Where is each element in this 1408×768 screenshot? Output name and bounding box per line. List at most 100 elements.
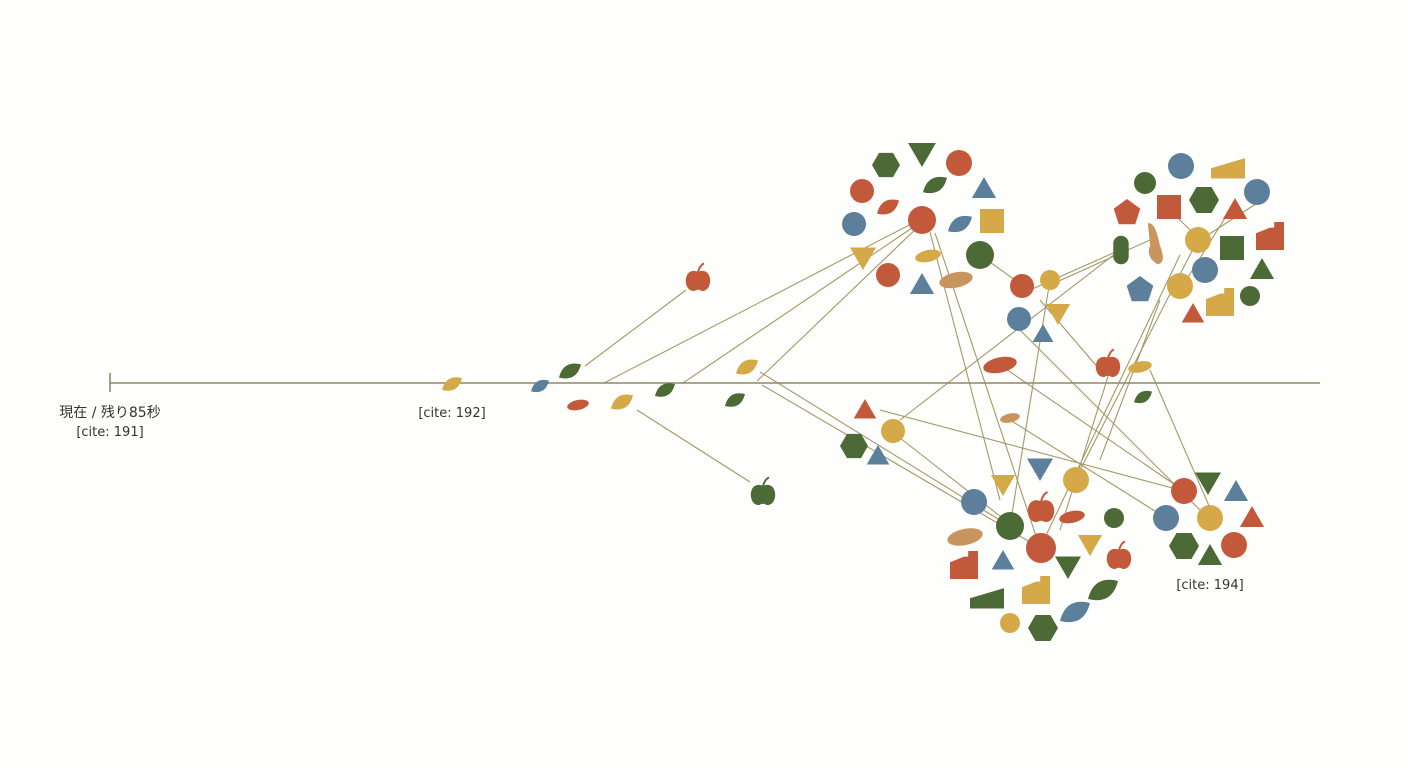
leaf-icon	[725, 393, 745, 407]
triangle-icon	[1197, 544, 1223, 565]
ellipse-icon	[1000, 413, 1020, 423]
circle-icon	[961, 489, 987, 515]
leaf-icon	[559, 363, 581, 379]
pentagon-icon	[1113, 199, 1141, 225]
factory-icon	[1022, 576, 1050, 604]
apple-stem-icon	[762, 476, 770, 487]
circle-icon	[1185, 227, 1211, 253]
connection-line	[1009, 419, 1167, 519]
pentagon-icon	[1126, 276, 1154, 302]
triangle-icon	[1032, 324, 1054, 342]
triangle-icon	[1239, 506, 1265, 527]
connection-line	[1099, 299, 1161, 461]
ellipse-icon	[915, 249, 941, 263]
leaf-icon	[442, 377, 462, 391]
leaf-icon	[877, 199, 899, 215]
leaf-icon	[531, 379, 549, 393]
apple-stem-icon	[1118, 540, 1126, 551]
leaf-icon	[923, 176, 947, 194]
circle-icon	[1026, 533, 1056, 563]
square-icon	[1220, 236, 1244, 260]
triangle-down-icon	[850, 247, 876, 270]
leaf-icon	[611, 394, 633, 410]
connection-line	[1199, 199, 1263, 241]
timeline-start-label: 現在 / 残り85秒	[59, 405, 161, 421]
triangle-icon	[909, 273, 935, 294]
connection-line	[682, 227, 913, 384]
connection-line	[929, 231, 1001, 501]
circle-icon	[1104, 508, 1124, 528]
factory-icon	[1206, 288, 1234, 316]
leaf-icon	[1134, 390, 1152, 404]
icon-shapes	[442, 143, 1284, 641]
hexagon-icon	[1028, 615, 1058, 641]
connection-line	[1009, 279, 1051, 527]
leaf-icon	[655, 383, 675, 397]
circle-icon	[1063, 467, 1089, 493]
hexagon-icon	[840, 433, 868, 459]
triangle-icon	[1222, 198, 1248, 219]
ellipse-icon	[1128, 361, 1152, 373]
ellipse-icon	[1059, 510, 1085, 524]
start-citation: [cite: 191]	[76, 425, 144, 440]
connection-line	[1039, 299, 1101, 371]
connection-line	[756, 224, 921, 382]
circle-icon	[1221, 532, 1247, 558]
triangle-icon	[853, 399, 877, 419]
mid-citation: [cite: 192]	[418, 406, 486, 421]
ellipse-icon	[947, 528, 983, 546]
circle-icon	[946, 150, 972, 176]
circle-icon	[1153, 505, 1179, 531]
connection-line	[603, 221, 916, 384]
circle-icon	[1010, 274, 1034, 298]
connection-line	[761, 384, 1036, 546]
circle-icon	[1007, 307, 1031, 331]
circle-icon	[842, 212, 866, 236]
triangle-down-icon	[990, 475, 1016, 496]
circle-icon	[1167, 273, 1193, 299]
leaf-icon	[1088, 579, 1118, 601]
leaf-icon	[948, 215, 972, 233]
circle-icon	[876, 263, 900, 287]
apple-icon	[750, 484, 776, 506]
triangle-down-icon	[1027, 458, 1053, 481]
circle-icon	[1240, 286, 1260, 306]
apple-icon	[1095, 356, 1121, 378]
blob-icon	[1147, 223, 1163, 265]
triangle-down-icon	[1045, 304, 1071, 325]
wedge-icon	[970, 588, 1004, 609]
triangle-down-icon	[1195, 472, 1221, 495]
connection-line	[1049, 239, 1151, 286]
circle-icon	[1244, 179, 1270, 205]
triangle-down-icon	[1055, 556, 1081, 579]
ellipse-icon	[567, 399, 589, 411]
apple-stem-icon	[1040, 491, 1048, 502]
connection-line	[584, 289, 687, 367]
leaf-icon	[736, 359, 758, 375]
connection-line	[899, 437, 1006, 521]
triangle-icon	[991, 550, 1015, 570]
connection-line	[1149, 369, 1214, 516]
leaf-icon	[1060, 601, 1090, 623]
apple-stem-icon	[1107, 348, 1115, 359]
circle-icon	[881, 419, 905, 443]
hexagon-icon	[1189, 187, 1219, 213]
cluster-citation: [cite: 194]	[1176, 578, 1244, 593]
circle-icon	[850, 179, 874, 203]
square-icon	[980, 209, 1004, 233]
circle-icon	[1134, 172, 1156, 194]
circle-icon	[996, 512, 1024, 540]
apple-stem-icon	[697, 262, 705, 273]
connection-line	[999, 364, 1185, 492]
hexagon-icon	[872, 152, 900, 178]
triangle-icon	[1223, 480, 1249, 501]
triangle-icon	[1181, 303, 1205, 323]
hexagon-icon	[1169, 533, 1199, 559]
triangle-down-icon	[1077, 535, 1103, 556]
ellipse-icon	[983, 356, 1017, 374]
connection-line	[636, 409, 751, 483]
connection-line	[899, 249, 1121, 421]
connection-line	[1039, 254, 1181, 549]
circle-icon	[1197, 505, 1223, 531]
